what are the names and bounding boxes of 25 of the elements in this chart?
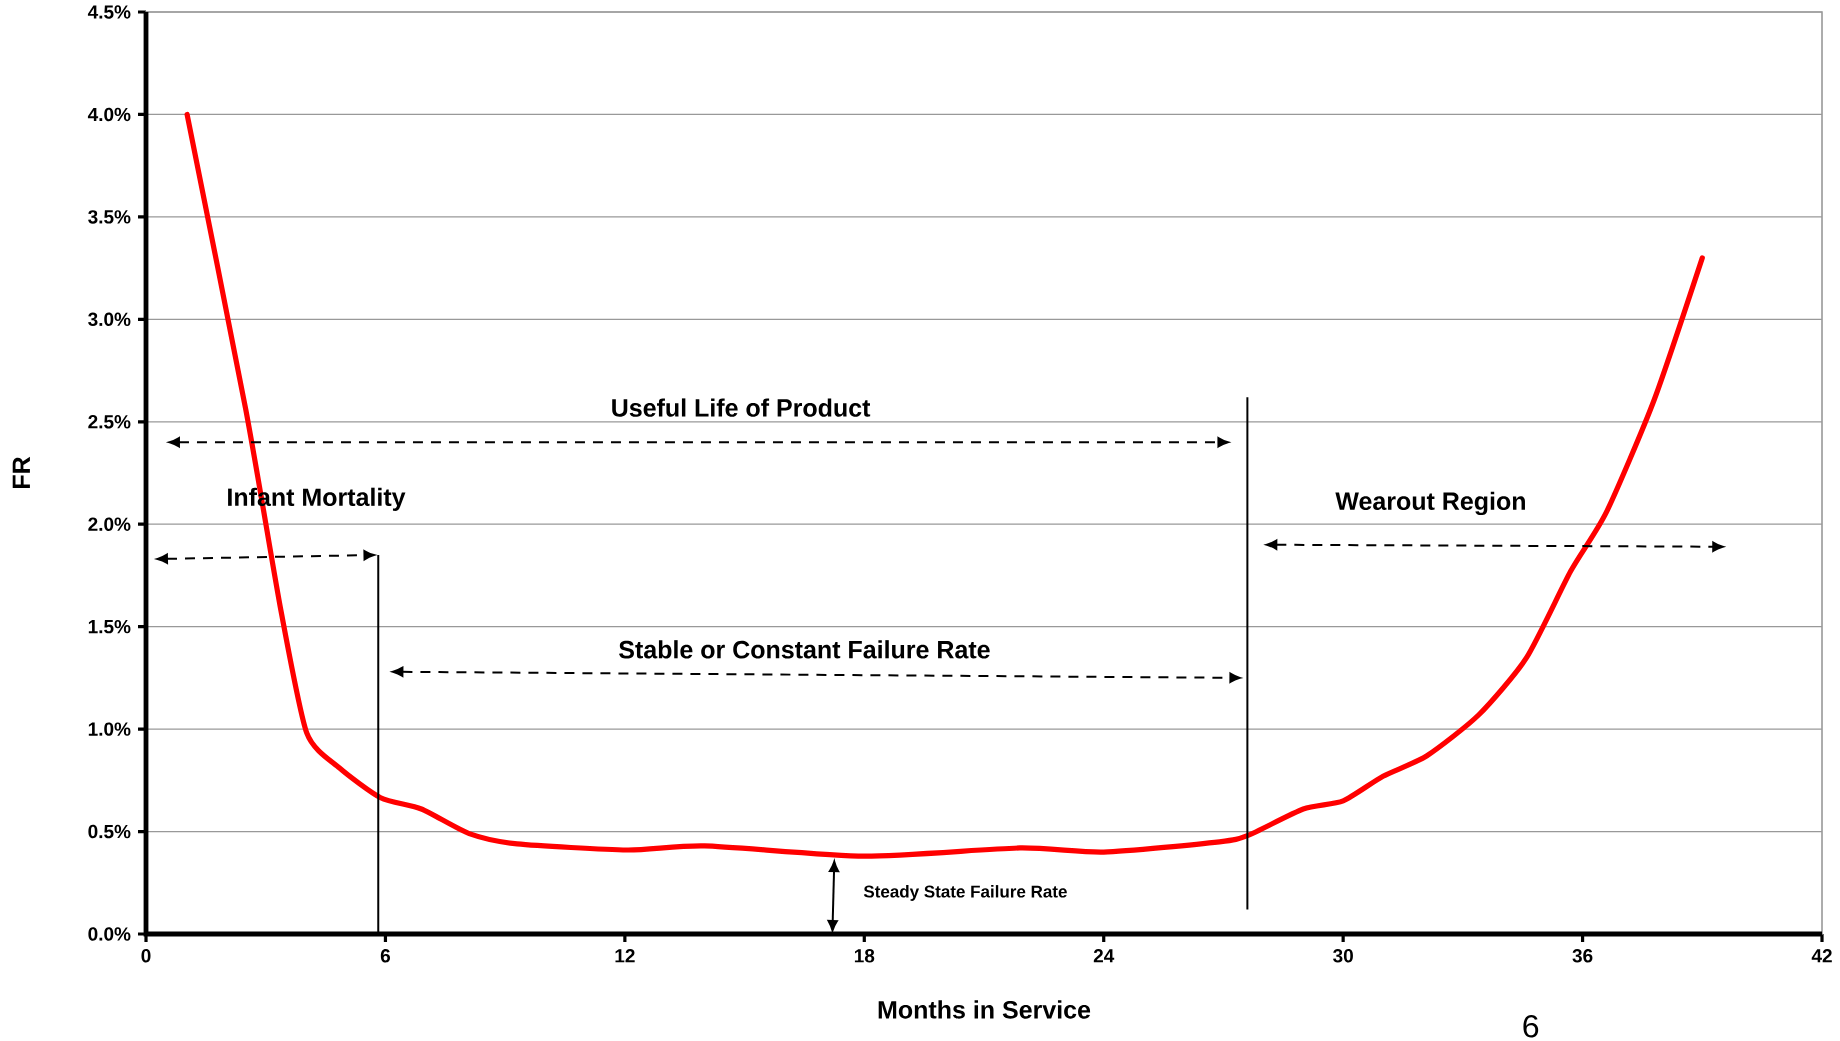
y-tick-label: 4.0% bbox=[87, 107, 131, 122]
annotation: Stable or Constant Failure Rate bbox=[619, 640, 990, 659]
y-tick-label: 2.0% bbox=[88, 517, 131, 531]
x-tick-label: 24 bbox=[1093, 949, 1115, 963]
x-tick-label: 30 bbox=[1333, 949, 1353, 963]
annotation: Steady State Failure Rate bbox=[863, 885, 1067, 901]
x-axis-title: Months in Service bbox=[878, 1000, 1091, 1019]
y-axis-title: FR bbox=[12, 456, 30, 488]
y-tick-label: 4.5% bbox=[87, 5, 131, 19]
text: 6 bbox=[1523, 1014, 1539, 1038]
x-tick-label: 12 bbox=[615, 949, 635, 963]
y-tick-label: 0.5% bbox=[88, 824, 131, 839]
x-tick-label: 0 bbox=[141, 949, 151, 963]
x-tick-label: 42 bbox=[1811, 949, 1832, 963]
x-tick-label: 36 bbox=[1572, 949, 1593, 963]
y-tick-label: 2.5% bbox=[88, 415, 131, 429]
x-tick-label: 18 bbox=[854, 949, 875, 963]
y-tick-label: 0.0% bbox=[88, 927, 131, 941]
y-tick-label: 3.0% bbox=[88, 312, 131, 327]
x-tick-label: 6 bbox=[380, 949, 391, 963]
annotation: Wearout Region bbox=[1335, 491, 1525, 516]
y-tick-label: 1.5% bbox=[88, 619, 131, 634]
y-tick-label: 1.0% bbox=[88, 722, 131, 736]
annotation: Useful Life of Product bbox=[612, 398, 871, 417]
y-tick-label: 3.5% bbox=[88, 210, 131, 224]
